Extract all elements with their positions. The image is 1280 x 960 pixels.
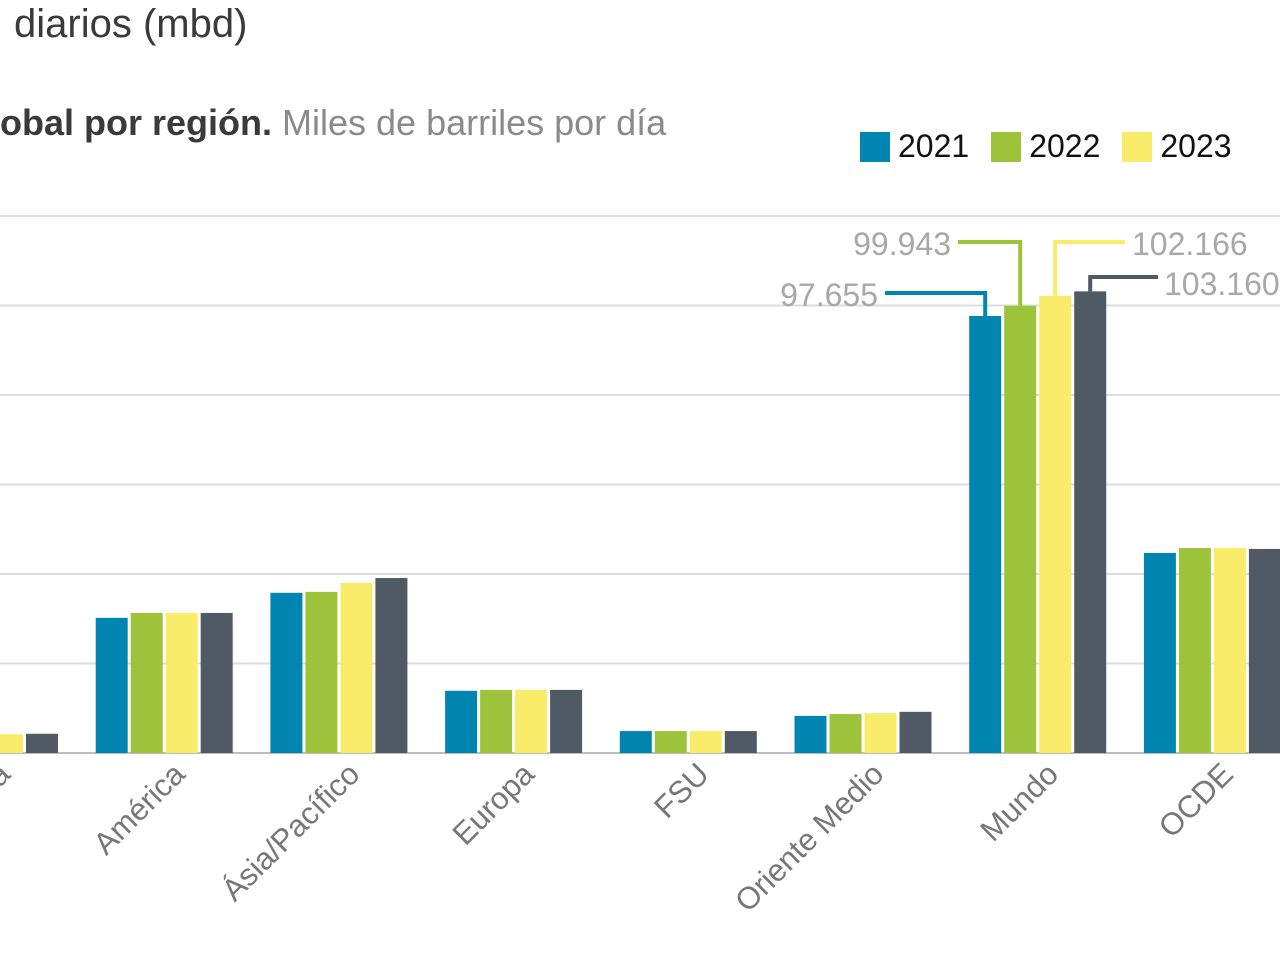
legend-label: 2021 — [898, 128, 970, 164]
x-tick-label: Europa — [446, 756, 542, 852]
chart-subtitle: obal por región. Miles de barriles por d… — [0, 102, 666, 144]
bar-FSU-3 — [724, 731, 757, 753]
bar-América-3 — [200, 612, 233, 753]
legend-swatch — [1122, 131, 1153, 162]
annotation-leader — [958, 240, 1023, 306]
bar-Europa-3 — [550, 689, 583, 753]
bar-Ásia/Pacífico-0 — [270, 592, 303, 753]
data-label: 102.166 — [1132, 226, 1248, 262]
bar-Europa-2 — [515, 689, 548, 753]
bar-Oriente Medio-0 — [794, 715, 827, 753]
bar-FSU-1 — [654, 731, 687, 753]
bar-África-3 — [26, 733, 58, 753]
legend-swatch — [860, 131, 890, 162]
bar-América-2 — [165, 612, 198, 753]
data-label: 103.160 — [1164, 266, 1280, 302]
data-label: 97.655 — [780, 277, 878, 313]
legend-item-2021: 2021 — [860, 128, 969, 165]
annotation-leader — [1053, 240, 1125, 296]
bar-África-2 — [0, 734, 23, 753]
x-tick-label: África — [0, 756, 17, 837]
bar-Oriente Medio-3 — [899, 711, 932, 753]
bar-Ásia/Pacífico-3 — [375, 578, 408, 753]
annotation-leader — [885, 291, 988, 316]
subtitle-unit: Miles de barriles por día — [282, 102, 667, 143]
x-tick-label: OCDE — [1152, 756, 1240, 844]
legend-item-2023: 2023 — [1122, 128, 1232, 165]
x-tick-label: FSU — [647, 756, 716, 825]
bar-Ásia/Pacífico-2 — [340, 582, 373, 753]
bar-FSU-0 — [619, 731, 652, 753]
bar-OCDE-0 — [1143, 552, 1176, 753]
bar-Oriente Medio-1 — [829, 714, 862, 753]
bar-Oriente Medio-2 — [864, 713, 897, 753]
legend: 2021 2022 2023 — [860, 128, 1232, 165]
legend-item-2022: 2022 — [991, 128, 1100, 165]
bar-Europa-0 — [445, 690, 478, 753]
bar-América-0 — [95, 617, 128, 753]
chart-title: diarios (mbd) — [14, 2, 248, 46]
bar-Mundo-0 — [969, 315, 1002, 753]
x-tick-label: Oriente Medio — [728, 756, 890, 918]
annotation-leader — [1088, 275, 1158, 292]
x-tick-label: Ásia/Pacífico — [215, 756, 366, 907]
bar-OCDE-1 — [1178, 548, 1211, 753]
x-tick-label: América — [87, 756, 193, 862]
bar-Mundo-1 — [1004, 305, 1037, 753]
bar-Mundo-3 — [1074, 291, 1107, 753]
bar-OCDE-3 — [1248, 548, 1280, 753]
bar-FSU-2 — [689, 731, 722, 753]
bar-Mundo-2 — [1039, 295, 1072, 753]
legend-label: 2022 — [1029, 128, 1101, 164]
data-label: 99.943 — [853, 226, 951, 262]
subtitle-bold: obal por región. — [0, 102, 273, 143]
legend-swatch — [991, 131, 1022, 162]
bar-América-1 — [130, 612, 163, 753]
bar-Ásia/Pacífico-1 — [305, 591, 338, 753]
bar-Europa-1 — [480, 689, 513, 753]
legend-label: 2023 — [1160, 128, 1232, 164]
bar-OCDE-2 — [1213, 548, 1246, 753]
x-tick-label: Mundo — [973, 756, 1065, 848]
